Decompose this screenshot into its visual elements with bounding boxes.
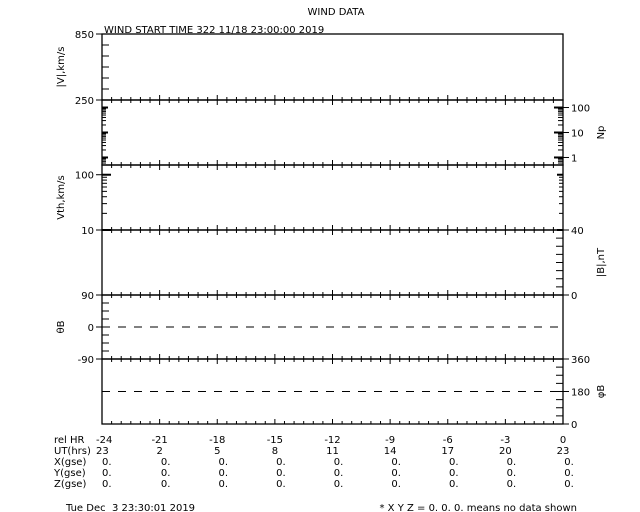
x-row-value: 8 [272,446,278,457]
x-row-value: 0. [391,468,401,479]
panel-0: 850 250 |V|,km/s [56,30,564,107]
x-row-label: Z(gse) [54,479,86,490]
y-axis-label: Np [596,126,607,140]
x-row-value: -15 [267,435,283,446]
x-row-value: 20 [499,446,512,457]
y-tick-label: 40 [571,226,584,237]
y-tick-label: 10 [81,226,94,237]
x-row-value: 0. [276,479,286,490]
panel-frame [101,229,564,296]
x-row-value: -18 [209,435,225,446]
x-row-value: 17 [441,446,454,457]
y-tick-label: 0 [571,420,577,431]
panel-2: 100 10 Vth,km/s [56,164,564,237]
chart-title: WIND DATA [308,7,365,18]
x-row-value: 0. [564,468,574,479]
panel-3: 40 0 |B|,nT [101,226,607,302]
y-axis-label: φB [596,385,607,399]
x-row-value: 0. [391,479,401,490]
panel-frame [101,33,564,101]
y-tick-label: 100 [571,104,590,115]
x-row-value: 0. [449,468,459,479]
x-row-value: 0. [391,457,401,468]
y-axis-label: Vth,km/s [56,175,67,219]
panel-5: 360 180 0 φB [101,355,607,431]
footer-note: * X Y Z = 0. 0. 0. means no data shown [379,503,577,512]
x-row-label: Y(gse) [53,468,86,479]
x-row-value: 23 [557,446,570,457]
panel-4: 90 0 -90 θB [56,291,564,366]
x-axis-rows: rel HR -24 -21 -18 -15 -12 -9 -6 -3 0 UT(hrs) 23 2 5 8… [53,435,574,490]
x-row-value: 0. [276,468,286,479]
y-tick-label: 10 [571,129,584,140]
x-row-value: -3 [500,435,510,446]
x-row-value: 0. [507,457,517,468]
x-row-value: 0. [334,479,344,490]
x-row-value: 0. [102,457,112,468]
x-row-value: 0. [161,457,171,468]
y-tick-label: 100 [75,171,94,182]
x-row-value: -21 [151,435,167,446]
x-row-value: 0. [564,457,574,468]
x-row-value: 0. [102,479,112,490]
x-row-label: rel HR [54,435,85,446]
x-row-value: 0. [507,468,517,479]
footer-timestamp: Tue Dec 3 23:30:01 2019 [65,503,195,512]
x-row-value: 0. [161,468,171,479]
y-tick-label: 850 [75,30,94,41]
x-row-label: UT(hrs) [54,446,91,457]
y-axis-label: |B|,nT [596,247,607,277]
x-row-value: 0. [218,457,228,468]
x-row-value: 5 [214,446,220,457]
x-row-value: 0. [334,457,344,468]
y-tick-label: 90 [81,291,94,302]
x-row-value: 11 [326,446,339,457]
y-tick-label: 0 [571,291,577,302]
x-row-value: 23 [96,446,109,457]
y-axis-label: θB [56,320,67,333]
panels: 850 250 |V|,km/s 100 10 1 Np 100 10 Vth,km/s 40 0 |B… [56,30,607,431]
x-row-value: -6 [443,435,453,446]
y-tick-label: 0 [88,323,94,334]
x-row-value: 0. [276,457,286,468]
x-row-value: 0. [449,479,459,490]
x-row-value: 0. [564,479,574,490]
y-axis-label: |V|,km/s [56,47,67,88]
panel-1: 100 10 1 Np [101,99,607,166]
y-tick-label: 250 [75,96,94,107]
x-row-value: 0. [334,468,344,479]
y-tick-label: 360 [571,355,590,366]
x-row-value: 2 [156,446,162,457]
x-row-value: 14 [384,446,397,457]
y-tick-label: 1 [571,153,577,164]
y-tick-label: -90 [78,355,94,366]
x-row-value: -12 [324,435,340,446]
y-tick-label: 180 [571,388,590,399]
x-row-value: 0. [449,457,459,468]
x-row-value: 0. [161,479,171,490]
x-row-value: 0. [218,479,228,490]
chart-subtitle: WIND START TIME 322 11/18 23:00:00 2019 [104,25,324,36]
panel-frame [101,164,564,231]
x-row-value: 0. [507,479,517,490]
x-row-value: 0. [102,468,112,479]
x-row-value: -24 [96,435,112,446]
x-row-value: 0. [218,468,228,479]
x-row-value: 0 [560,435,566,446]
x-row-value: -9 [385,435,395,446]
x-row-label: X(gse) [54,457,86,468]
panel-frame [101,99,564,166]
